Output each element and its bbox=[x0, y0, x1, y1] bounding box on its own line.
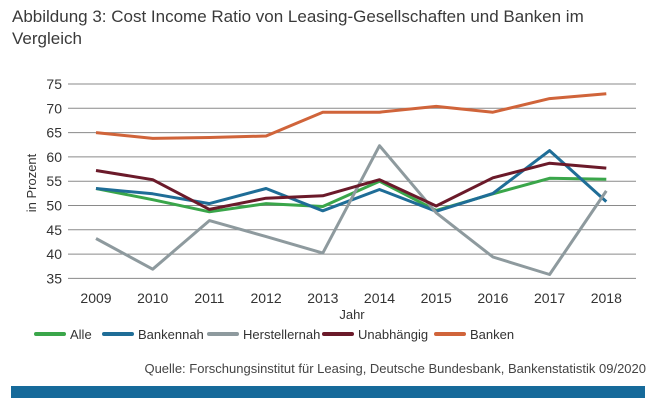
x-tick-label: 2012 bbox=[251, 290, 282, 306]
x-tick-label: 2009 bbox=[80, 290, 111, 306]
x-tick-label: 2018 bbox=[591, 290, 622, 306]
legend-label: Banken bbox=[470, 327, 514, 342]
y-tick-label: 70 bbox=[46, 100, 62, 116]
x-tick-label: 2014 bbox=[364, 290, 395, 306]
y-tick-label: 75 bbox=[46, 76, 62, 92]
y-tick-label: 40 bbox=[46, 246, 62, 262]
series-line-herstellernah bbox=[95, 144, 608, 276]
y-tick-label: 50 bbox=[46, 198, 62, 214]
legend-label: Bankennah bbox=[138, 327, 204, 342]
series-line-alle bbox=[95, 176, 607, 214]
y-tick-label: 45 bbox=[46, 222, 62, 238]
x-tick-label: 2017 bbox=[534, 290, 565, 306]
source-note: Quelle: Forschungsinstitut für Leasing, … bbox=[144, 361, 646, 376]
footer-bar bbox=[11, 386, 645, 398]
y-tick-label: 55 bbox=[46, 173, 62, 189]
x-tick-label: 2013 bbox=[307, 290, 338, 306]
x-tick-label: 2010 bbox=[137, 290, 168, 306]
legend-label: Herstellernah bbox=[243, 327, 320, 342]
y-tick-label: 65 bbox=[46, 125, 62, 141]
x-tick-label: 2016 bbox=[477, 290, 508, 306]
y-tick-label: 60 bbox=[46, 149, 62, 165]
legend-label: Unabhängig bbox=[358, 327, 428, 342]
series-line-unabhängig bbox=[95, 161, 607, 211]
y-axis-label: in Prozent bbox=[24, 153, 39, 212]
y-tick-label: 35 bbox=[46, 270, 62, 286]
x-tick-label: 2015 bbox=[421, 290, 452, 306]
chart-title: Abbildung 3: Cost Income Ratio von Leasi… bbox=[12, 7, 584, 48]
x-tick-label: 2011 bbox=[194, 290, 224, 306]
x-axis-label: Jahr bbox=[339, 307, 365, 322]
series-line-banken bbox=[95, 92, 607, 140]
legend-label: Alle bbox=[70, 327, 92, 342]
